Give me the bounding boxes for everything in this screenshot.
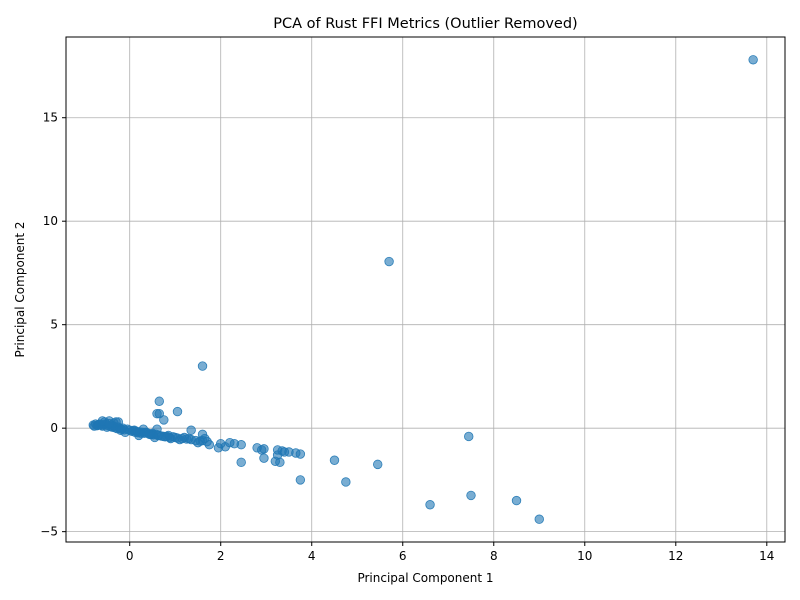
- data-point: [373, 459, 383, 470]
- data-point: [154, 408, 164, 419]
- data-point: [259, 453, 269, 463]
- data-point: [425, 500, 435, 510]
- x-tick-label: 12: [668, 549, 683, 563]
- data-point: [279, 447, 290, 457]
- x-tick-label: 8: [490, 549, 498, 563]
- data-point: [329, 455, 340, 465]
- y-tick-label: 5: [50, 318, 58, 332]
- y-tick-label: 0: [50, 421, 58, 435]
- data-point: [466, 490, 476, 501]
- data-point: [216, 438, 226, 449]
- data-point: [154, 396, 164, 406]
- data-point: [256, 445, 267, 455]
- plot-frame: [65, 36, 786, 543]
- data-point: [159, 415, 169, 425]
- data-point: [748, 55, 758, 65]
- axis-ticks: 0 2 4 6 8 10 12 14 −5 0 5 10 15: [40, 111, 774, 563]
- data-point: [172, 406, 183, 417]
- data-point: [236, 457, 246, 468]
- data-point: [534, 514, 544, 524]
- x-tick-label: 10: [577, 549, 592, 563]
- data-point: [104, 418, 114, 429]
- grid: [66, 37, 785, 542]
- x-tick-label: 14: [759, 549, 774, 563]
- data-point: [464, 431, 474, 442]
- x-tick-label: 0: [126, 549, 134, 563]
- data-point: [113, 417, 124, 427]
- y-axis-label: Principal Component 2: [13, 221, 27, 357]
- data-point: [341, 477, 351, 487]
- data-point: [197, 361, 208, 371]
- data-points: [88, 55, 758, 524]
- data-point: [511, 495, 522, 506]
- x-tick-label: 6: [399, 549, 407, 563]
- y-tick-label: 10: [43, 214, 58, 228]
- data-point: [295, 475, 306, 485]
- x-tick-label: 4: [308, 549, 316, 563]
- y-tick-label: 15: [43, 111, 58, 125]
- x-axis-label: Principal Component 1: [357, 571, 493, 585]
- data-point: [384, 256, 394, 267]
- y-tick-label: −5: [40, 525, 58, 539]
- chart-title: PCA of Rust FFI Metrics (Outlier Removed…: [273, 16, 577, 32]
- data-point: [186, 425, 196, 435]
- x-tick-label: 2: [217, 549, 225, 563]
- data-point: [202, 436, 212, 447]
